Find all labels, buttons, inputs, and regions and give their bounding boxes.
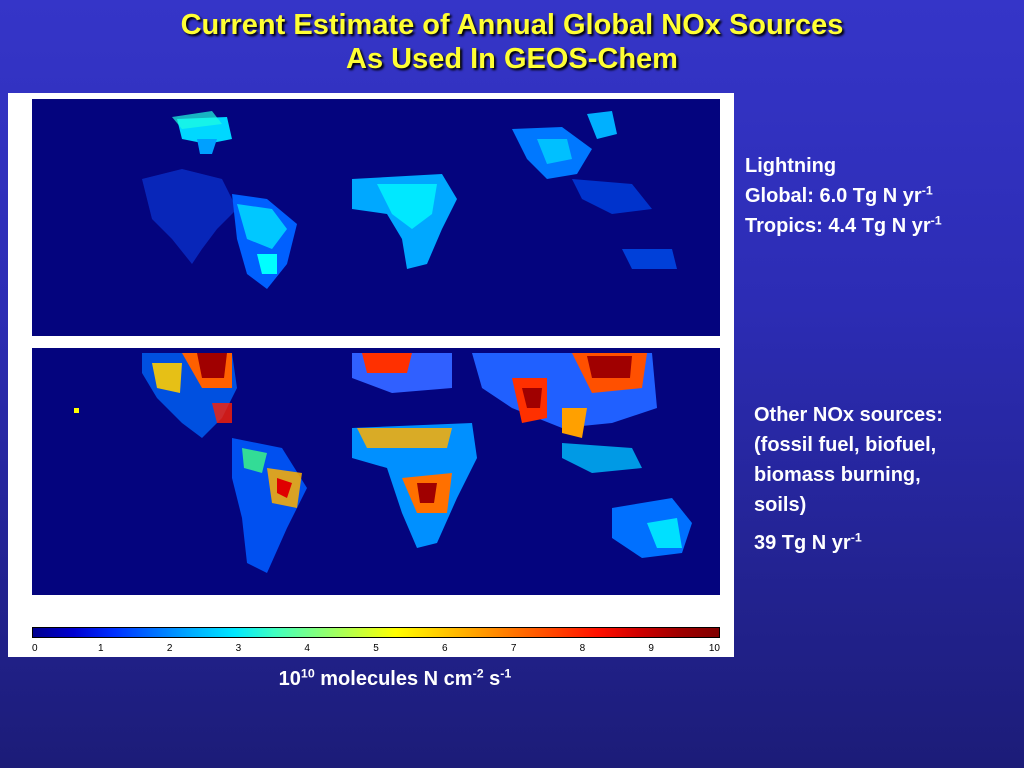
other-line-1: Other NOx sources: (754, 404, 943, 426)
lightning-annotation: Lightning Global: 6.0 Tg N yr-1 Tropics:… (745, 151, 1020, 241)
lightning-tropics-value: Tropics: 4.4 Tg N yr (745, 215, 931, 237)
other-sources-annotation: Other NOx sources: (fossil fuel, biofuel… (754, 400, 1016, 558)
nox-map-figure: 0 1 2 3 4 5 6 7 8 9 10 (8, 93, 734, 657)
other-total: 39 Tg N yr-1 (754, 528, 1016, 558)
lightning-tropics-exponent: -1 (930, 213, 942, 228)
lightning-global-value: Global: 6.0 Tg N yr (745, 185, 922, 207)
colorbar-tick-10: 10 (708, 643, 720, 654)
colorbar (32, 627, 720, 638)
colorbar-units: 1010 molecules N cm-2 s-1 (200, 666, 590, 691)
lightning-tropics: Tropics: 4.4 Tg N yr-1 (745, 211, 1020, 241)
colorbar-tick-2: 2 (166, 643, 173, 654)
colorbar-tick-1: 1 (98, 643, 104, 654)
lightning-global-exponent: -1 (921, 183, 933, 198)
title-line-2: As Used In GEOS-Chem (346, 43, 678, 75)
other-line-4: soils) (754, 494, 807, 516)
other-line-2: (fossil fuel, biofuel, (754, 434, 937, 456)
colorbar-tick-7: 7 (510, 643, 517, 654)
colorbar-tick-labels: 0 1 2 3 4 5 6 7 8 9 10 (32, 643, 720, 657)
lightning-nox-map (32, 99, 720, 336)
title-line-1: Current Estimate of Annual Global NOx So… (180, 9, 844, 41)
units-base: 10 (278, 668, 301, 690)
colorbar-tick-8: 8 (579, 643, 586, 654)
lightning-global: Global: 6.0 Tg N yr-1 (745, 181, 1020, 211)
other-total-exponent: -1 (850, 530, 862, 545)
units-s: s (483, 668, 501, 690)
lightning-heading: Lightning (745, 155, 837, 177)
units-s-exponent: -1 (500, 666, 512, 681)
units-middle: molecules N cm (314, 668, 473, 690)
other-total-value: 39 Tg N yr (754, 532, 851, 554)
units-base-exponent: 10 (300, 666, 315, 681)
other-line-3: biomass burning, (754, 464, 921, 486)
colorbar-tick-3: 3 (235, 643, 242, 654)
colorbar-tick-0: 0 (32, 643, 38, 654)
other-nox-map (32, 348, 720, 595)
colorbar-tick-6: 6 (442, 643, 448, 654)
colorbar-tick-4: 4 (304, 643, 310, 654)
colorbar-tick-9: 9 (648, 643, 654, 654)
slide-title: Current Estimate of Annual Global NOx So… (0, 8, 1024, 76)
colorbar-tick-5: 5 (373, 643, 379, 654)
units-cm-exponent: -2 (472, 666, 484, 681)
